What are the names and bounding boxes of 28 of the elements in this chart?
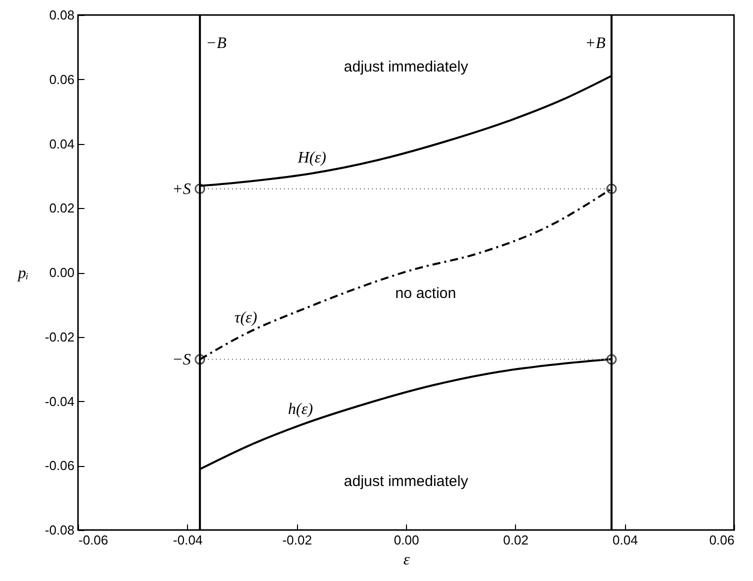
y-tick-label: 0.02: [49, 200, 74, 216]
y-tick-label: 0.04: [49, 136, 74, 152]
y-tick-label: 0.08: [49, 8, 74, 22]
series-label: τ(ε): [234, 310, 258, 327]
annotation: no action: [395, 285, 456, 302]
x-tick-label: -0.04: [173, 532, 203, 548]
x-tick-label: 0.00: [394, 532, 420, 548]
x-tick-label: 0.04: [612, 532, 638, 548]
series-label: H(ε): [296, 149, 326, 166]
x-tick-label: -0.06: [78, 532, 108, 548]
annotation: adjust immediately: [344, 58, 469, 76]
series-label: h(ε): [288, 401, 313, 418]
annotation: +S: [172, 180, 191, 198]
y-tick-label: 0.06: [49, 72, 74, 87]
x-axis-title: ε: [403, 552, 410, 568]
y-tick-label: -0.04: [44, 394, 74, 409]
x-tick-label: -0.02: [282, 532, 312, 548]
y-tick-label: -0.02: [44, 329, 74, 344]
y-axis-title: pᵢ: [16, 265, 28, 282]
ref-line-label: +B: [584, 35, 606, 52]
x-tick-label: 0.02: [503, 532, 528, 548]
annotation: −S: [172, 351, 191, 368]
y-tick-label: 0.00: [49, 265, 74, 280]
y-tick-label: -0.08: [44, 522, 74, 538]
annotation: adjust immediately: [344, 473, 469, 490]
x-tick-label: 0.06: [709, 532, 734, 548]
ref-line-label: −B: [206, 35, 227, 52]
y-tick-label: -0.06: [44, 458, 74, 474]
